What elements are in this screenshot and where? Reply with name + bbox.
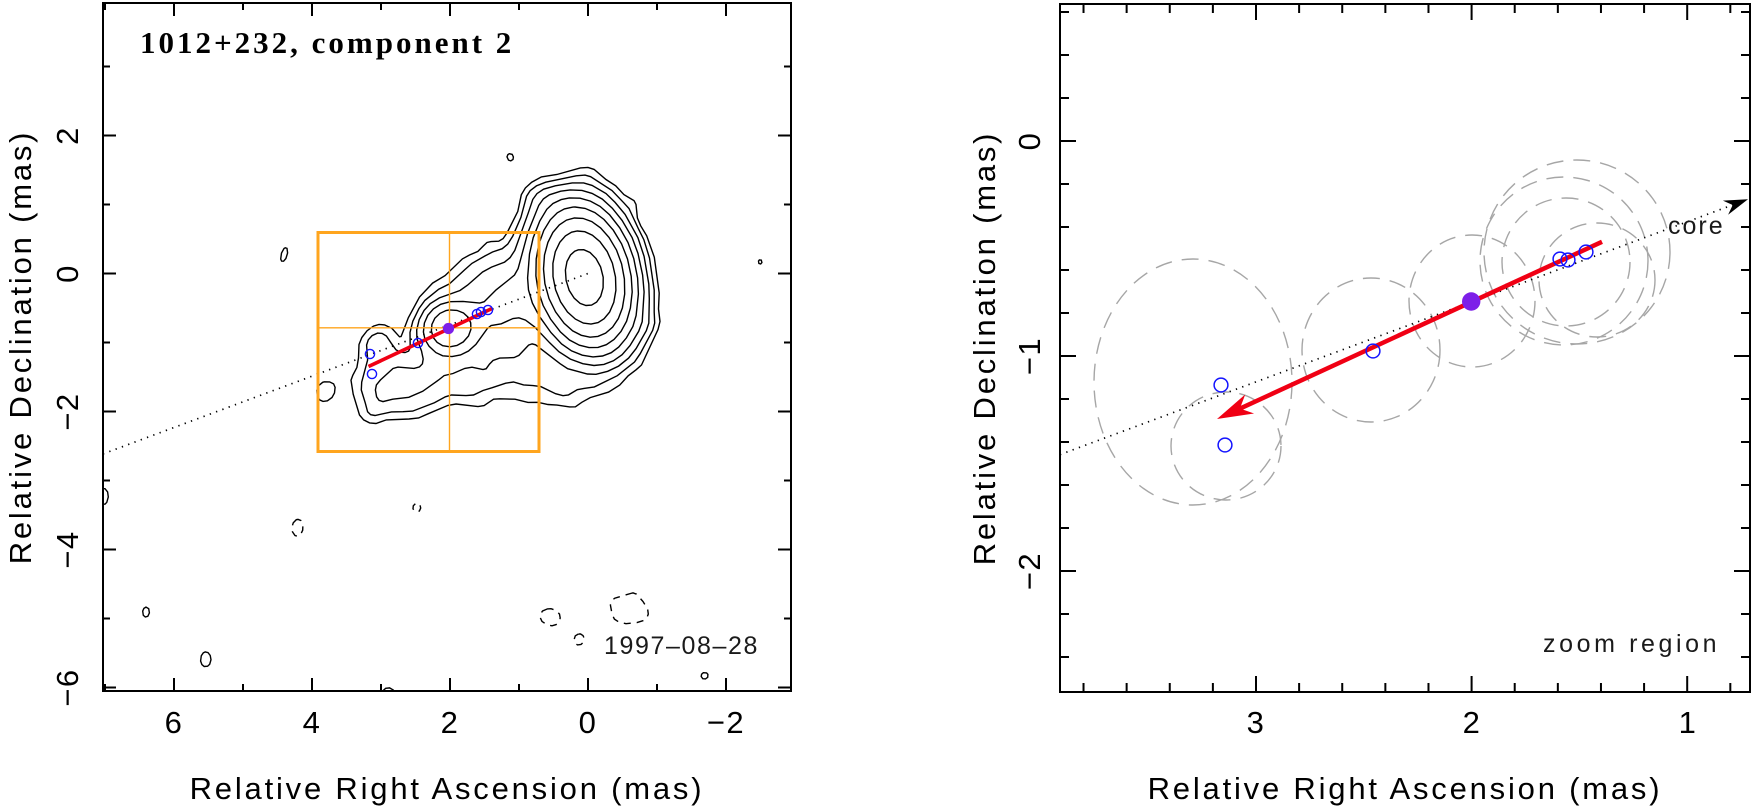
svg-text:−1: −1: [1012, 337, 1047, 375]
svg-text:0: 0: [579, 705, 598, 740]
svg-text:1997–08–28: 1997–08–28: [604, 632, 759, 660]
svg-text:3: 3: [1247, 705, 1266, 740]
svg-text:Relative Declination (mas): Relative Declination (mas): [967, 131, 1002, 566]
svg-text:core: core: [1668, 212, 1725, 240]
svg-text:4: 4: [303, 705, 322, 740]
svg-text:Relative Right Ascension (mas): Relative Right Ascension (mas): [1148, 771, 1663, 806]
svg-text:−2: −2: [50, 392, 85, 430]
svg-text:6: 6: [165, 705, 184, 740]
svg-text:2: 2: [441, 705, 460, 740]
svg-text:Relative Right Ascension (mas): Relative Right Ascension (mas): [190, 771, 705, 806]
svg-text:2: 2: [1463, 705, 1482, 740]
svg-text:Relative Declination (mas): Relative Declination (mas): [3, 130, 38, 565]
svg-text:1012+232, component 2: 1012+232, component 2: [140, 25, 514, 60]
svg-text:−2: −2: [707, 705, 745, 740]
svg-text:0: 0: [50, 264, 85, 283]
svg-text:1: 1: [1679, 705, 1698, 740]
svg-text:zoom region: zoom region: [1543, 630, 1720, 658]
svg-text:−4: −4: [50, 530, 85, 568]
svg-text:−2: −2: [1012, 552, 1047, 590]
svg-text:2: 2: [50, 126, 85, 145]
svg-text:0: 0: [1012, 132, 1047, 151]
svg-text:−6: −6: [50, 668, 85, 706]
